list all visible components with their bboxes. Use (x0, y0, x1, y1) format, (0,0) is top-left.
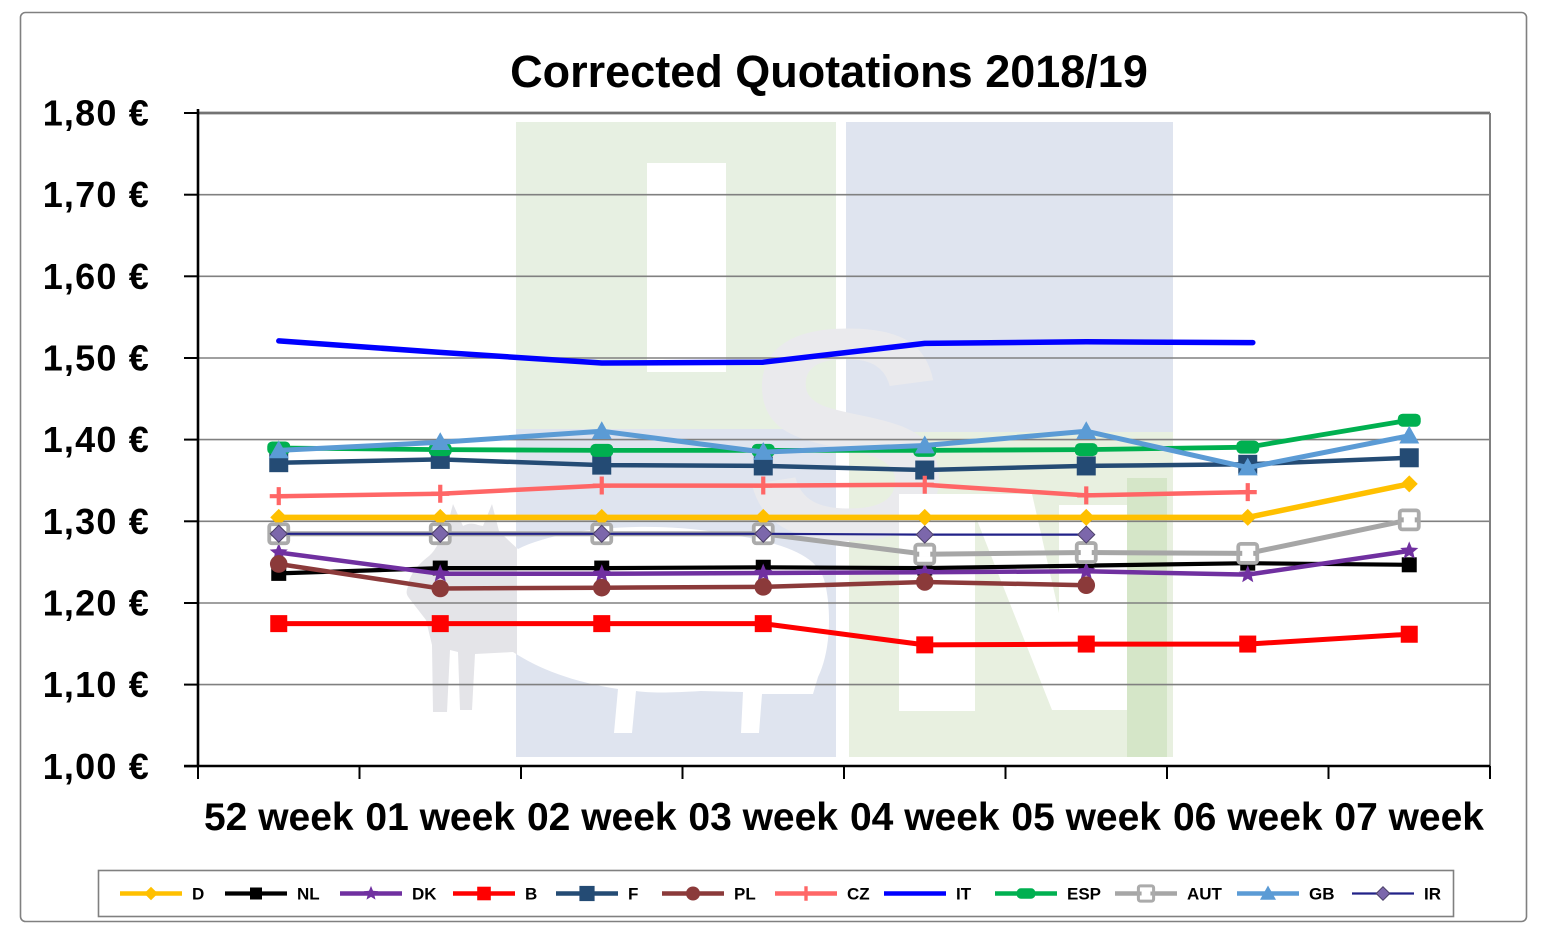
svg-text:ESP: ESP (1067, 885, 1101, 904)
svg-text:IT: IT (956, 885, 972, 904)
svg-text:01 week: 01 week (365, 796, 515, 839)
svg-text:Corrected Quotations 2018/19: Corrected Quotations 2018/19 (510, 46, 1148, 97)
svg-text:DK: DK (412, 885, 437, 904)
svg-text:02 week: 02 week (527, 796, 677, 839)
svg-text:1,40 €: 1,40 € (43, 419, 150, 460)
svg-text:1,20 €: 1,20 € (43, 583, 150, 624)
svg-text:04 week: 04 week (850, 796, 1000, 839)
svg-text:06 week: 06 week (1173, 796, 1323, 839)
svg-text:PL: PL (734, 885, 756, 904)
svg-text:03 week: 03 week (688, 796, 838, 839)
svg-text:IR: IR (1424, 885, 1441, 904)
svg-text:05 week: 05 week (1011, 796, 1161, 839)
svg-text:52 week: 52 week (204, 796, 354, 839)
svg-text:B: B (525, 885, 537, 904)
svg-text:1,70 €: 1,70 € (43, 174, 150, 215)
svg-text:F: F (628, 885, 638, 904)
svg-text:1,30 €: 1,30 € (43, 501, 150, 542)
svg-text:D: D (192, 885, 204, 904)
svg-text:1,80 €: 1,80 € (43, 93, 150, 134)
svg-text:1,00 €: 1,00 € (43, 746, 150, 787)
svg-text:GB: GB (1309, 885, 1335, 904)
svg-text:1,50 €: 1,50 € (43, 338, 150, 379)
svg-text:CZ: CZ (847, 885, 870, 904)
svg-text:NL: NL (297, 885, 320, 904)
svg-text:1,10 €: 1,10 € (43, 664, 150, 705)
svg-text:07 week: 07 week (1334, 796, 1484, 839)
svg-text:AUT: AUT (1187, 885, 1223, 904)
svg-text:1,60 €: 1,60 € (43, 256, 150, 297)
